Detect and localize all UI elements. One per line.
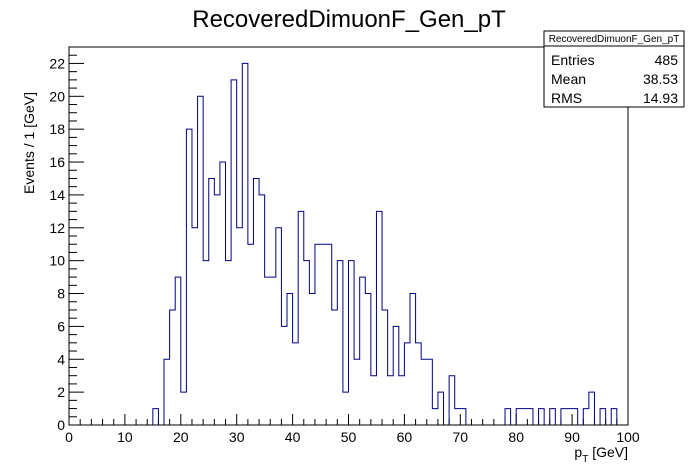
x-tick-label: 90 [564, 429, 580, 445]
y-tick-label: 2 [57, 384, 65, 400]
x-tick-label: 50 [341, 429, 357, 445]
x-tick-label: 70 [453, 429, 469, 445]
x-tick-label: 30 [229, 429, 245, 445]
x-tick-label: 100 [616, 429, 640, 445]
y-axis-label: Events / 1 [GeV] [21, 92, 37, 194]
y-tick-label: 22 [49, 55, 65, 71]
histogram-series [69, 62, 628, 426]
stats-entries-label: Entries [551, 52, 595, 68]
x-tick-label: 40 [285, 429, 301, 445]
y-tick-label: 12 [49, 220, 65, 236]
y-tick-label: 10 [49, 253, 65, 269]
y-tick-label: 20 [49, 88, 65, 104]
x-axis-label-subscript: T [582, 454, 588, 465]
chart-title: RecoveredDimuonF_Gen_pT [192, 6, 506, 33]
x-tick-label: 80 [508, 429, 524, 445]
stats-mean-label: Mean [551, 71, 586, 87]
y-tick-label: 8 [57, 286, 65, 302]
stats-box: RecoveredDimuonF_Gen_pT Entries 485 Mean… [543, 30, 685, 108]
x-tick-label: 0 [65, 429, 73, 445]
x-tick-label: 20 [173, 429, 189, 445]
x-tick-label: 10 [117, 429, 133, 445]
x-axis: 0 10 20 30 40 50 60 70 80 90 100 [65, 414, 640, 445]
stats-entries-value: 485 [655, 52, 679, 68]
stats-rms-label: RMS [551, 90, 582, 106]
stats-box-title: RecoveredDimuonF_Gen_pT [549, 34, 680, 45]
y-tick-label: 18 [49, 121, 65, 137]
y-tick-label: 14 [49, 187, 65, 203]
y-axis: 0 2 4 6 8 10 12 14 16 18 20 22 [49, 46, 84, 433]
x-tick-label: 60 [397, 429, 413, 445]
stats-rms-value: 14.93 [643, 90, 678, 106]
plot-frame [68, 46, 629, 426]
y-tick-label: 4 [57, 351, 65, 367]
y-tick-label: 16 [49, 154, 65, 170]
y-tick-label: 0 [57, 417, 65, 433]
x-axis-label: pT [GeV] [574, 444, 628, 465]
stats-mean-value: 38.53 [643, 71, 678, 87]
x-axis-label-unit: [GeV] [588, 444, 628, 460]
y-tick-label: 6 [57, 318, 65, 334]
x-axis-label-main: p [574, 444, 582, 460]
